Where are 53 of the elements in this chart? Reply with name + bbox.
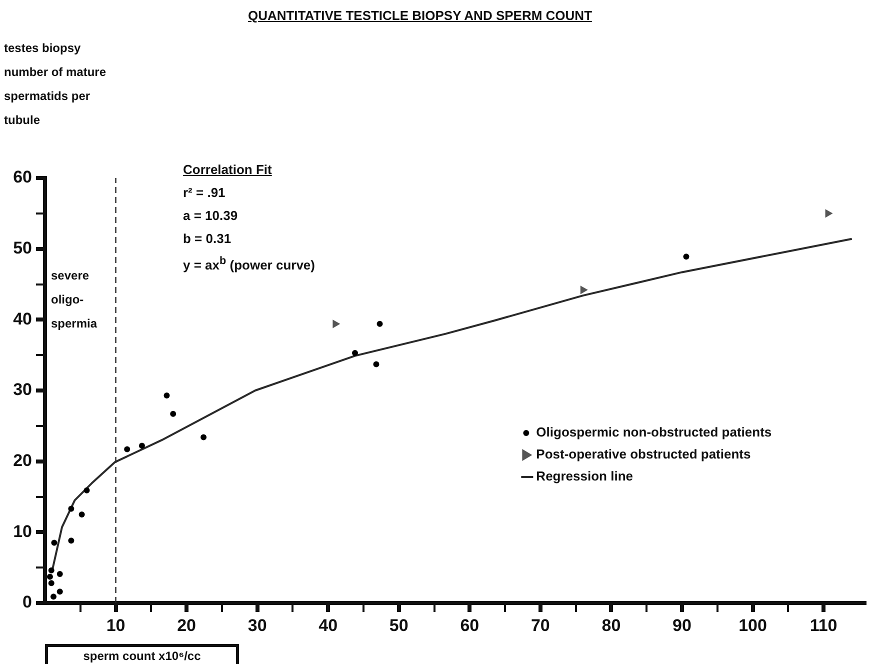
ref-line-label: severe oligo- spermia <box>51 268 98 330</box>
x-tick-label: 20 <box>177 616 196 635</box>
annotation: r² = .91 <box>183 184 226 202</box>
y-tick-label: 60 <box>13 168 32 187</box>
annotation: b = 0.31 <box>183 230 232 248</box>
point <box>56 570 63 577</box>
point <box>138 442 145 449</box>
y-tick-label: 30 <box>13 380 32 400</box>
point <box>56 588 63 595</box>
chart-title: QUANTITATIVE TESTICLE BIOPSY AND SPERM COUNT <box>246 8 594 23</box>
point <box>51 540 58 546</box>
y-tick-label: 40 <box>13 309 32 328</box>
point <box>332 320 340 328</box>
y-tick-label: 20 <box>13 451 32 470</box>
point <box>376 320 383 327</box>
legend-label: Post-operative obstructed patients <box>536 446 751 462</box>
point <box>48 567 54 574</box>
x-tick-label: 70 <box>530 616 550 635</box>
point <box>580 286 588 294</box>
x-tick-label: 40 <box>318 616 338 635</box>
point <box>164 392 170 398</box>
point <box>68 538 74 544</box>
x-tick-label: 50 <box>389 616 408 635</box>
x-tick-label: 80 <box>602 616 621 635</box>
y-axis-title: testes biopsy number of mature spermatids per tubule <box>4 40 106 129</box>
point <box>124 446 130 452</box>
x-tick-label: 110 <box>810 616 838 635</box>
point <box>200 434 207 440</box>
point <box>68 506 74 512</box>
x-axis-title: sperm count x10⁶/cc <box>45 644 239 664</box>
x-tick-label: 30 <box>248 616 267 635</box>
point <box>46 574 53 580</box>
point <box>170 410 176 417</box>
point <box>78 511 85 518</box>
y-tick-label: 0 <box>22 592 32 612</box>
point <box>683 254 690 260</box>
x-tick-label: 100 <box>738 616 767 635</box>
point <box>825 209 833 218</box>
text: Correlation Fit <box>183 161 273 179</box>
point <box>84 487 90 494</box>
x-tick-label: 60 <box>460 616 480 635</box>
point <box>48 580 54 586</box>
x-tick-label: 90 <box>672 616 692 635</box>
point <box>352 350 358 356</box>
legend-label: Regression line <box>536 468 633 484</box>
legend-label: Oligospermic non-obstructed patients <box>536 424 772 440</box>
x-tick-label: 10 <box>106 616 126 635</box>
annotation: a = 10.39 <box>183 207 239 225</box>
y-tick-label: 50 <box>13 238 32 258</box>
point <box>50 594 56 600</box>
annotation: y = ax$^{b}$ (power curve) <box>183 254 315 274</box>
point <box>373 361 380 368</box>
y-tick-label: 10 <box>13 522 32 541</box>
